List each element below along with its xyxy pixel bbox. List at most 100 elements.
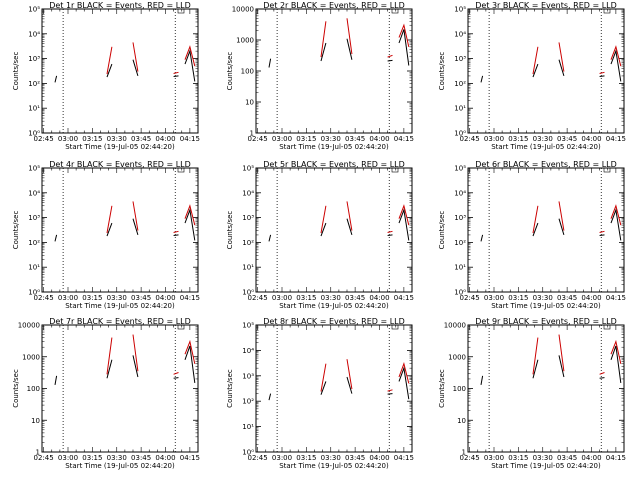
plot-frame	[41, 167, 199, 293]
x-tick-label: 02:45	[460, 454, 480, 462]
x-tick-label: 04:15	[606, 454, 626, 462]
plot-frame	[255, 167, 413, 293]
x-tick-label: 03:30	[321, 135, 341, 143]
x-tick-label: 04:15	[180, 135, 200, 143]
y-tick-label: 10³	[28, 214, 40, 222]
x-tick-label: 02:45	[34, 294, 54, 302]
y-tick-label: 10³	[242, 214, 254, 222]
plot-frame	[467, 167, 625, 293]
series-lld-line	[532, 42, 622, 75]
chart-title: Det 4r BLACK = Events, RED = LLD	[49, 160, 191, 169]
x-tick-label: 04:15	[180, 454, 200, 462]
panel-5: Det 5r BLACK = Events, RED = LLD 10⁰ 10¹ 10…	[226, 160, 414, 310]
y-tick-label: 10⁴	[454, 189, 466, 197]
x-axis-label: Start Time (19-Jul-05 02:44:20)	[279, 143, 389, 151]
x-axis-label: Start Time (19-Jul-05 02:44:20)	[491, 302, 601, 310]
x-tick-label: 03:15	[508, 135, 528, 143]
x-tick-label: 03:15	[508, 294, 528, 302]
x-tick-label: 03:00	[58, 294, 78, 302]
y-tick-label: 1	[36, 449, 40, 457]
y-tick-label: 1	[250, 130, 254, 138]
x-tick-label: 02:45	[460, 294, 480, 302]
x-tick-label: 03:45	[345, 294, 365, 302]
y-tick-label: 10	[31, 417, 40, 425]
panel-7: Det 7r BLACK = Events, RED = LLD 1 10 100 10…	[12, 317, 200, 470]
y-tick-label: 10⁰	[28, 130, 40, 138]
y-tick-label: 10²	[454, 80, 466, 88]
corner-marker	[603, 167, 611, 173]
x-tick-label: 03:30	[533, 454, 553, 462]
y-tick-label: 10⁰	[28, 289, 40, 297]
x-tick-label: 04:00	[581, 135, 601, 143]
y-tick-label: 10¹	[28, 264, 40, 272]
chart-title: Det 5r BLACK = Events, RED = LLD	[263, 160, 405, 169]
x-tick-label: 03:00	[272, 454, 292, 462]
plot-frame	[255, 8, 413, 134]
series-lld-line	[106, 42, 196, 75]
series-events-line	[268, 366, 410, 401]
y-tick-label: 10000	[18, 322, 40, 330]
y-tick-label: 10⁵	[28, 165, 40, 173]
plot-frame	[41, 8, 199, 134]
x-tick-label: 04:00	[369, 454, 389, 462]
y-tick-label: 1000	[236, 37, 254, 45]
x-axis-label: Start Time (19-Jul-05 02:44:20)	[279, 302, 389, 310]
y-tick-label: 10⁰	[454, 289, 466, 297]
series-events-line	[480, 345, 622, 385]
chart-title: Det 2r BLACK = Events, RED = LLD	[263, 1, 405, 10]
y-axis-label: Counts/sec	[438, 52, 446, 91]
corner-marker	[177, 8, 185, 14]
x-tick-label: 03:45	[345, 135, 365, 143]
corner-marker	[391, 324, 399, 330]
x-tick-label: 03:30	[107, 454, 127, 462]
chart-title: Det 3r BLACK = Events, RED = LLD	[475, 1, 617, 10]
panel-9: Det 9r BLACK = Events, RED = LLD 1 10 100 10…	[438, 317, 626, 470]
x-tick-label: 03:00	[272, 135, 292, 143]
series-lld-line	[320, 201, 410, 234]
y-tick-label: 10⁰	[242, 449, 254, 457]
panel-3: Det 3r BLACK = Events, RED = LLD 10⁰ 10¹ 10…	[438, 1, 626, 151]
x-tick-label: 04:00	[581, 294, 601, 302]
x-axis-label: Start Time (19-Jul-05 02:44:20)	[65, 302, 175, 310]
x-tick-label: 02:45	[248, 294, 268, 302]
series-events-line	[54, 208, 196, 242]
x-tick-label: 03:00	[484, 294, 504, 302]
y-tick-label: 10⁴	[242, 347, 254, 355]
y-tick-label: 10⁴	[242, 189, 254, 197]
y-tick-label: 10³	[454, 55, 466, 63]
y-tick-label: 10	[457, 417, 466, 425]
y-tick-label: 10	[245, 99, 254, 107]
x-tick-label: 03:15	[82, 454, 102, 462]
x-tick-label: 04:00	[369, 135, 389, 143]
panel-8: Det 8r BLACK = Events, RED = LLD 10⁰ 10¹ 10…	[226, 317, 414, 470]
x-tick-label: 04:15	[394, 294, 414, 302]
corner-marker	[177, 167, 185, 173]
x-tick-label: 03:15	[508, 454, 528, 462]
x-tick-label: 04:00	[581, 454, 601, 462]
x-tick-label: 03:00	[272, 294, 292, 302]
y-tick-label: 10000	[232, 6, 254, 14]
x-tick-label: 03:30	[533, 294, 553, 302]
x-tick-label: 03:00	[58, 135, 78, 143]
series-lld-line	[106, 334, 196, 375]
y-tick-label: 10⁵	[454, 6, 466, 14]
x-tick-label: 04:15	[606, 135, 626, 143]
y-tick-label: 10¹	[242, 423, 254, 431]
plot-frame	[255, 324, 413, 453]
y-tick-label: 10⁵	[28, 6, 40, 14]
x-tick-label: 03:15	[82, 294, 102, 302]
x-tick-label: 04:15	[394, 135, 414, 143]
y-tick-label: 100	[27, 385, 40, 393]
y-tick-label: 1	[462, 449, 466, 457]
x-tick-label: 03:30	[107, 135, 127, 143]
y-tick-label: 10²	[28, 80, 40, 88]
y-tick-label: 10³	[28, 55, 40, 63]
y-tick-label: 10²	[454, 239, 466, 247]
y-tick-label: 10⁵	[454, 165, 466, 173]
x-axis-label: Start Time (19-Jul-05 02:44:20)	[491, 143, 601, 151]
y-tick-label: 10¹	[28, 105, 40, 113]
x-tick-label: 02:45	[460, 135, 480, 143]
y-tick-label: 10⁴	[28, 30, 40, 38]
chart-title: Det 9r BLACK = Events, RED = LLD	[475, 317, 617, 326]
